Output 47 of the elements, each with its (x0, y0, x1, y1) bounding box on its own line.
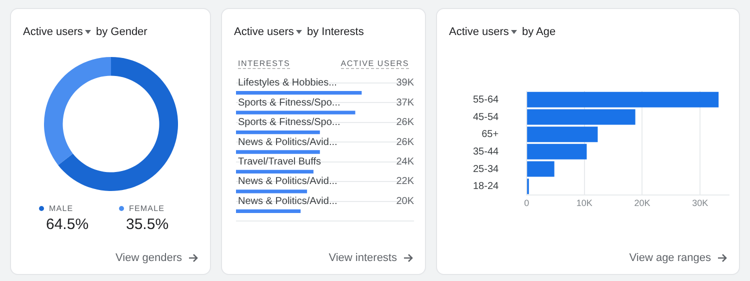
legend-label: MALE (49, 204, 74, 213)
bar (236, 91, 362, 95)
bar (527, 92, 719, 108)
data-label: 26K (396, 117, 414, 128)
y-tick-label: 35-44 (473, 146, 500, 158)
bar (236, 170, 314, 174)
x-axis-title: ACTIVE USERS (340, 59, 409, 69)
y-tick-label: 18-24 (473, 181, 500, 192)
y-tick-label: 25-34 (473, 164, 500, 175)
bar (236, 209, 301, 213)
chart-title: Active users by Interests (234, 26, 364, 38)
x-tick-label: 30K (692, 198, 708, 208)
y-tick-label: 55-64 (473, 94, 500, 106)
chart-title: Active users by Gender (23, 26, 148, 38)
y-tick-label: News & Politics/Avid... (238, 136, 338, 148)
legend-label: FEMALE (129, 204, 165, 213)
data-label: 64.5% (46, 216, 89, 233)
bar (236, 190, 308, 194)
bar (527, 144, 587, 160)
text: View interests (328, 252, 397, 264)
x-tick-label: 0 (524, 198, 530, 208)
data-label: 22K (396, 176, 414, 188)
bar (527, 109, 636, 125)
x-tick-label: 10K (576, 198, 592, 208)
data-label: 24K (396, 156, 414, 168)
chart-title: Active users by Age (449, 26, 556, 38)
y-tick-label: Sports & Fitness/Spo... (238, 97, 340, 108)
y-tick-label: News & Politics/Avid... (238, 176, 338, 188)
bar (236, 150, 320, 154)
y-tick-label: Sports & Fitness/Spo... (238, 117, 340, 128)
bar (236, 130, 320, 134)
y-tick-label: Lifestyles & Hobbies... (238, 78, 337, 89)
y-tick-label: 45-54 (473, 112, 500, 123)
text: View age ranges (629, 252, 711, 264)
y-axis-title: INTERESTS (238, 59, 290, 69)
x-tick-label: 20K (634, 198, 650, 208)
bar (236, 110, 356, 114)
bar (527, 161, 554, 177)
data-label: 26K (396, 136, 414, 148)
text: View genders (116, 252, 182, 264)
bar (527, 126, 598, 142)
data-label: 39K (396, 78, 414, 89)
y-tick-label: Travel/Travel Buffs (238, 156, 321, 168)
y-tick-label: News & Politics/Avid... (238, 196, 338, 207)
y-tick-label: 65+ (482, 129, 499, 140)
data-label: 37K (396, 97, 414, 108)
data-label: 35.5% (126, 216, 170, 233)
